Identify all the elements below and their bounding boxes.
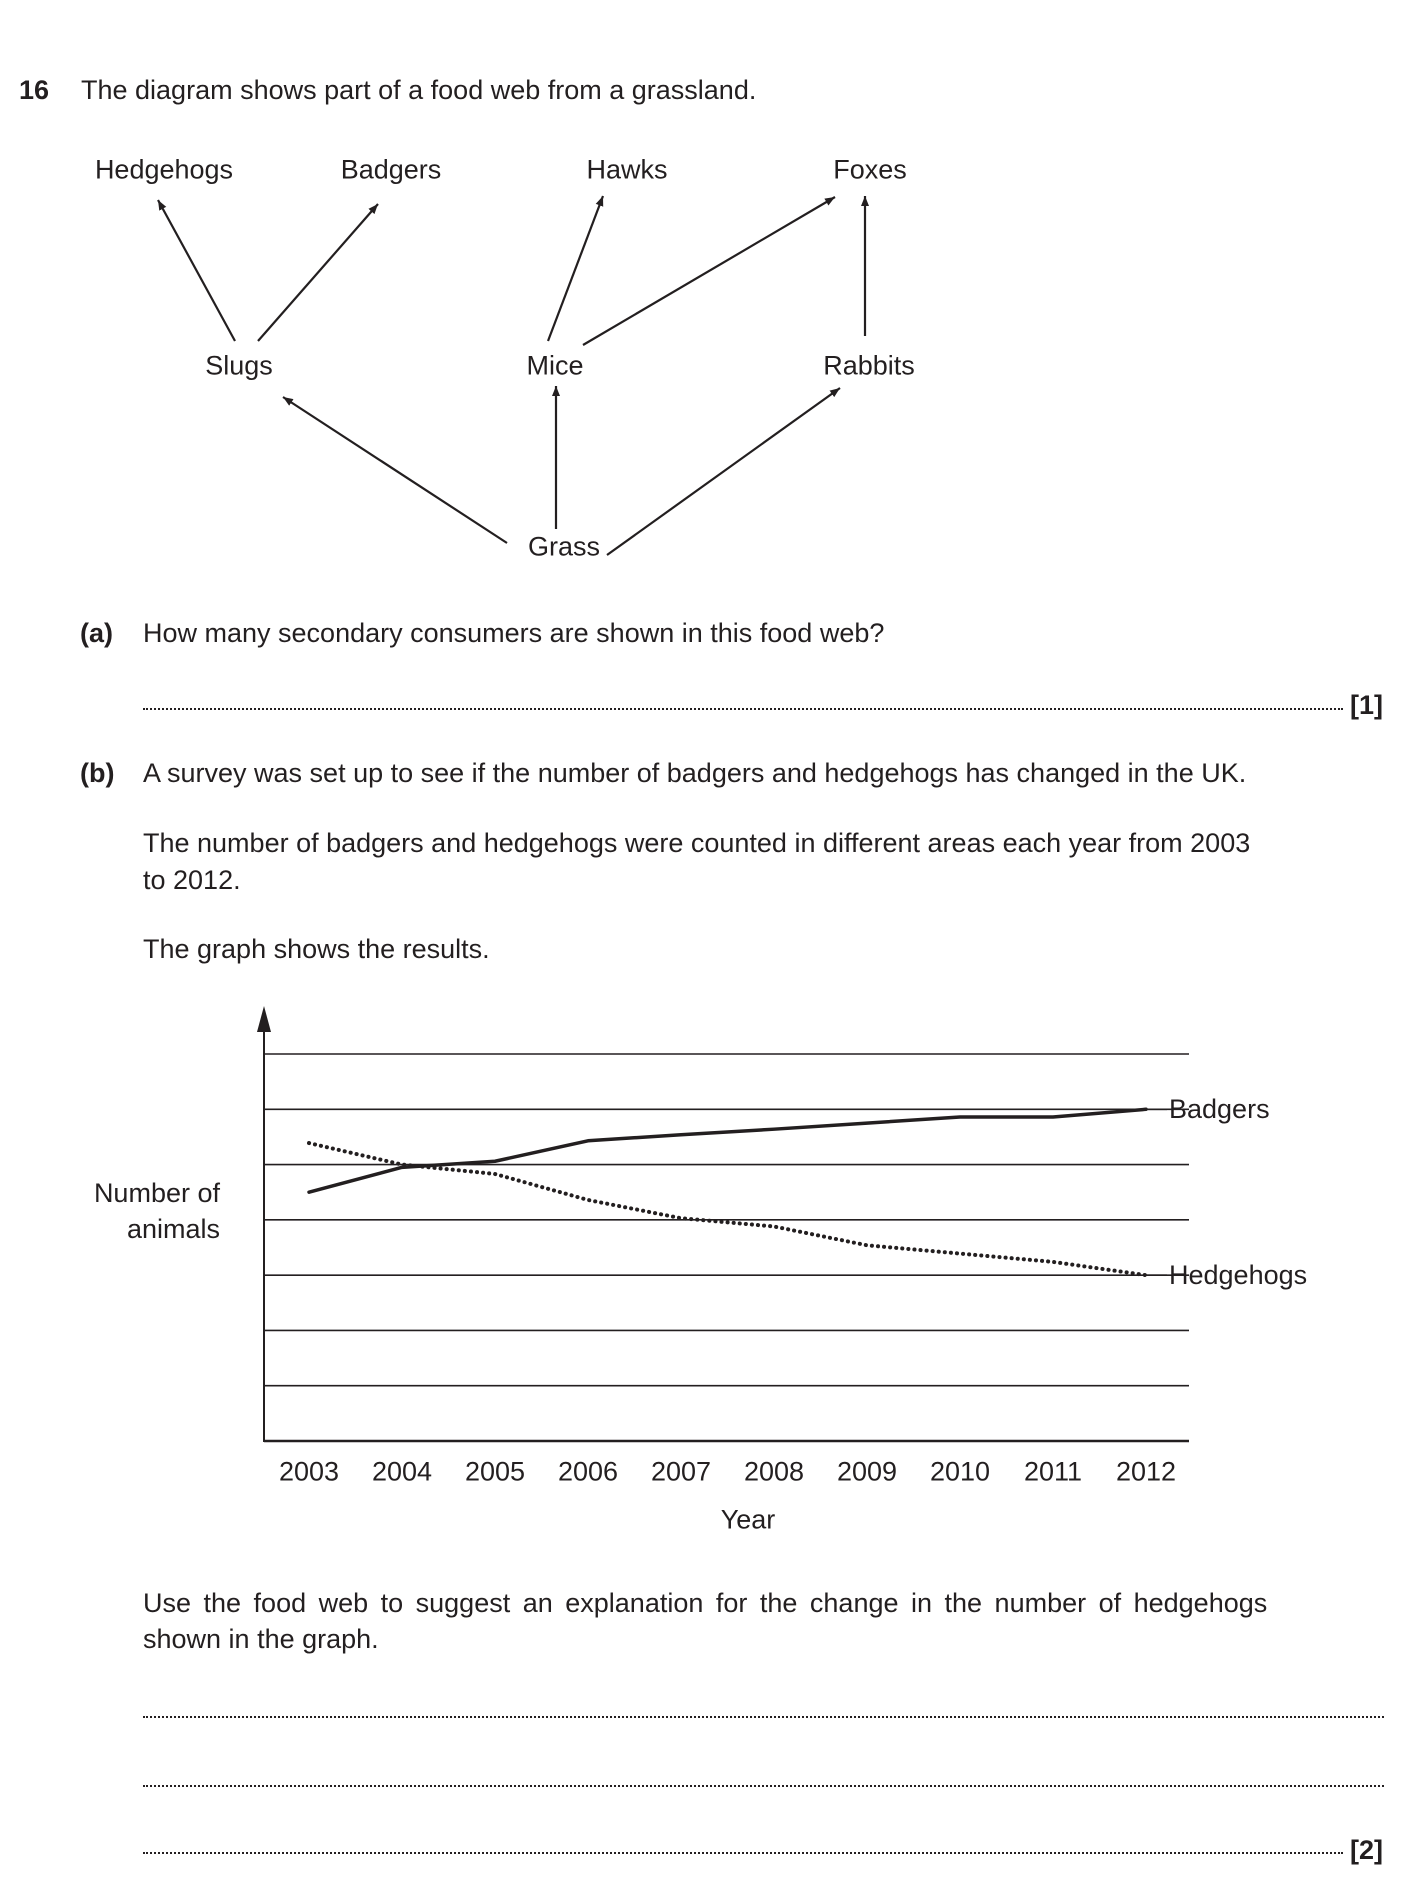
x-tick-label: 2003 <box>278 1456 340 1487</box>
series-label-hedgehogs: Hedgehogs <box>1169 1260 1308 1290</box>
part-b-text1: A survey was set up to see if the number… <box>143 758 1247 788</box>
x-tick-label: 2012 <box>1115 1456 1177 1487</box>
node-foxes: Foxes <box>833 154 907 185</box>
series-line-hedgehogs <box>307 1141 1148 1278</box>
x-tick-label: 2006 <box>557 1456 619 1487</box>
part-b-text2-line1: The number of badgers and hedgehogs were… <box>143 828 1251 858</box>
x-tick-label: 2011 <box>1023 1456 1083 1487</box>
answer-line-b3[interactable] <box>143 1852 1343 1854</box>
part-b-text2-line2: to 2012. <box>143 865 241 895</box>
y-axis-label-line1: Number of <box>93 1178 220 1208</box>
question-number: 16 <box>19 75 50 105</box>
series-line-badgers <box>307 1107 1148 1194</box>
arrow-mice-to-hawks <box>546 195 605 342</box>
arrow-grass-to-slugs <box>282 396 508 544</box>
x-axis-label: Year <box>720 1504 776 1535</box>
x-tick-label: 2004 <box>371 1456 433 1487</box>
x-tick-label: 2005 <box>464 1456 526 1487</box>
node-slugs: Slugs <box>205 350 273 381</box>
node-grass: Grass <box>527 531 601 562</box>
part-b-text4-line2: shown in the graph. <box>143 1624 379 1654</box>
x-tick-label: 2007 <box>650 1456 712 1487</box>
arrow-slugs-to-badgers <box>257 203 379 342</box>
x-tick-label: 2008 <box>743 1456 805 1487</box>
node-mice: Mice <box>526 350 584 381</box>
node-hedgehogs: Hedgehogs <box>94 154 234 185</box>
arrow-slugs-to-hedgehogs <box>157 199 236 342</box>
food-web-diagram <box>157 195 869 556</box>
node-rabbits: Rabbits <box>823 350 915 381</box>
answer-line-a[interactable] <box>143 708 1343 710</box>
answer-line-b2[interactable] <box>143 1785 1384 1787</box>
marks-b: [2] <box>1350 1835 1383 1865</box>
question-intro: The diagram shows part of a food web fro… <box>81 75 757 105</box>
part-a-label: (a) <box>80 618 113 648</box>
series-label-badgers: Badgers <box>1169 1094 1270 1124</box>
part-b-text3: The graph shows the results. <box>143 934 490 964</box>
arrow-mice-to-foxes <box>582 196 836 346</box>
node-hawks: Hawks <box>586 154 668 185</box>
y-axis-label-line2: animals <box>126 1214 220 1244</box>
y-axis-arrow-icon <box>257 1006 271 1032</box>
part-a-text: How many secondary consumers are shown i… <box>143 618 885 648</box>
marks-a: [1] <box>1350 690 1383 720</box>
part-b-text4-line1: Use the food web to suggest an explanati… <box>143 1588 1268 1618</box>
part-b-label: (b) <box>80 758 115 788</box>
node-badgers: Badgers <box>340 154 442 185</box>
x-tick-label: 2009 <box>836 1456 898 1487</box>
answer-line-b1[interactable] <box>143 1716 1384 1718</box>
x-tick-label: 2010 <box>929 1456 991 1487</box>
arrow-grass-to-rabbits <box>606 387 841 556</box>
